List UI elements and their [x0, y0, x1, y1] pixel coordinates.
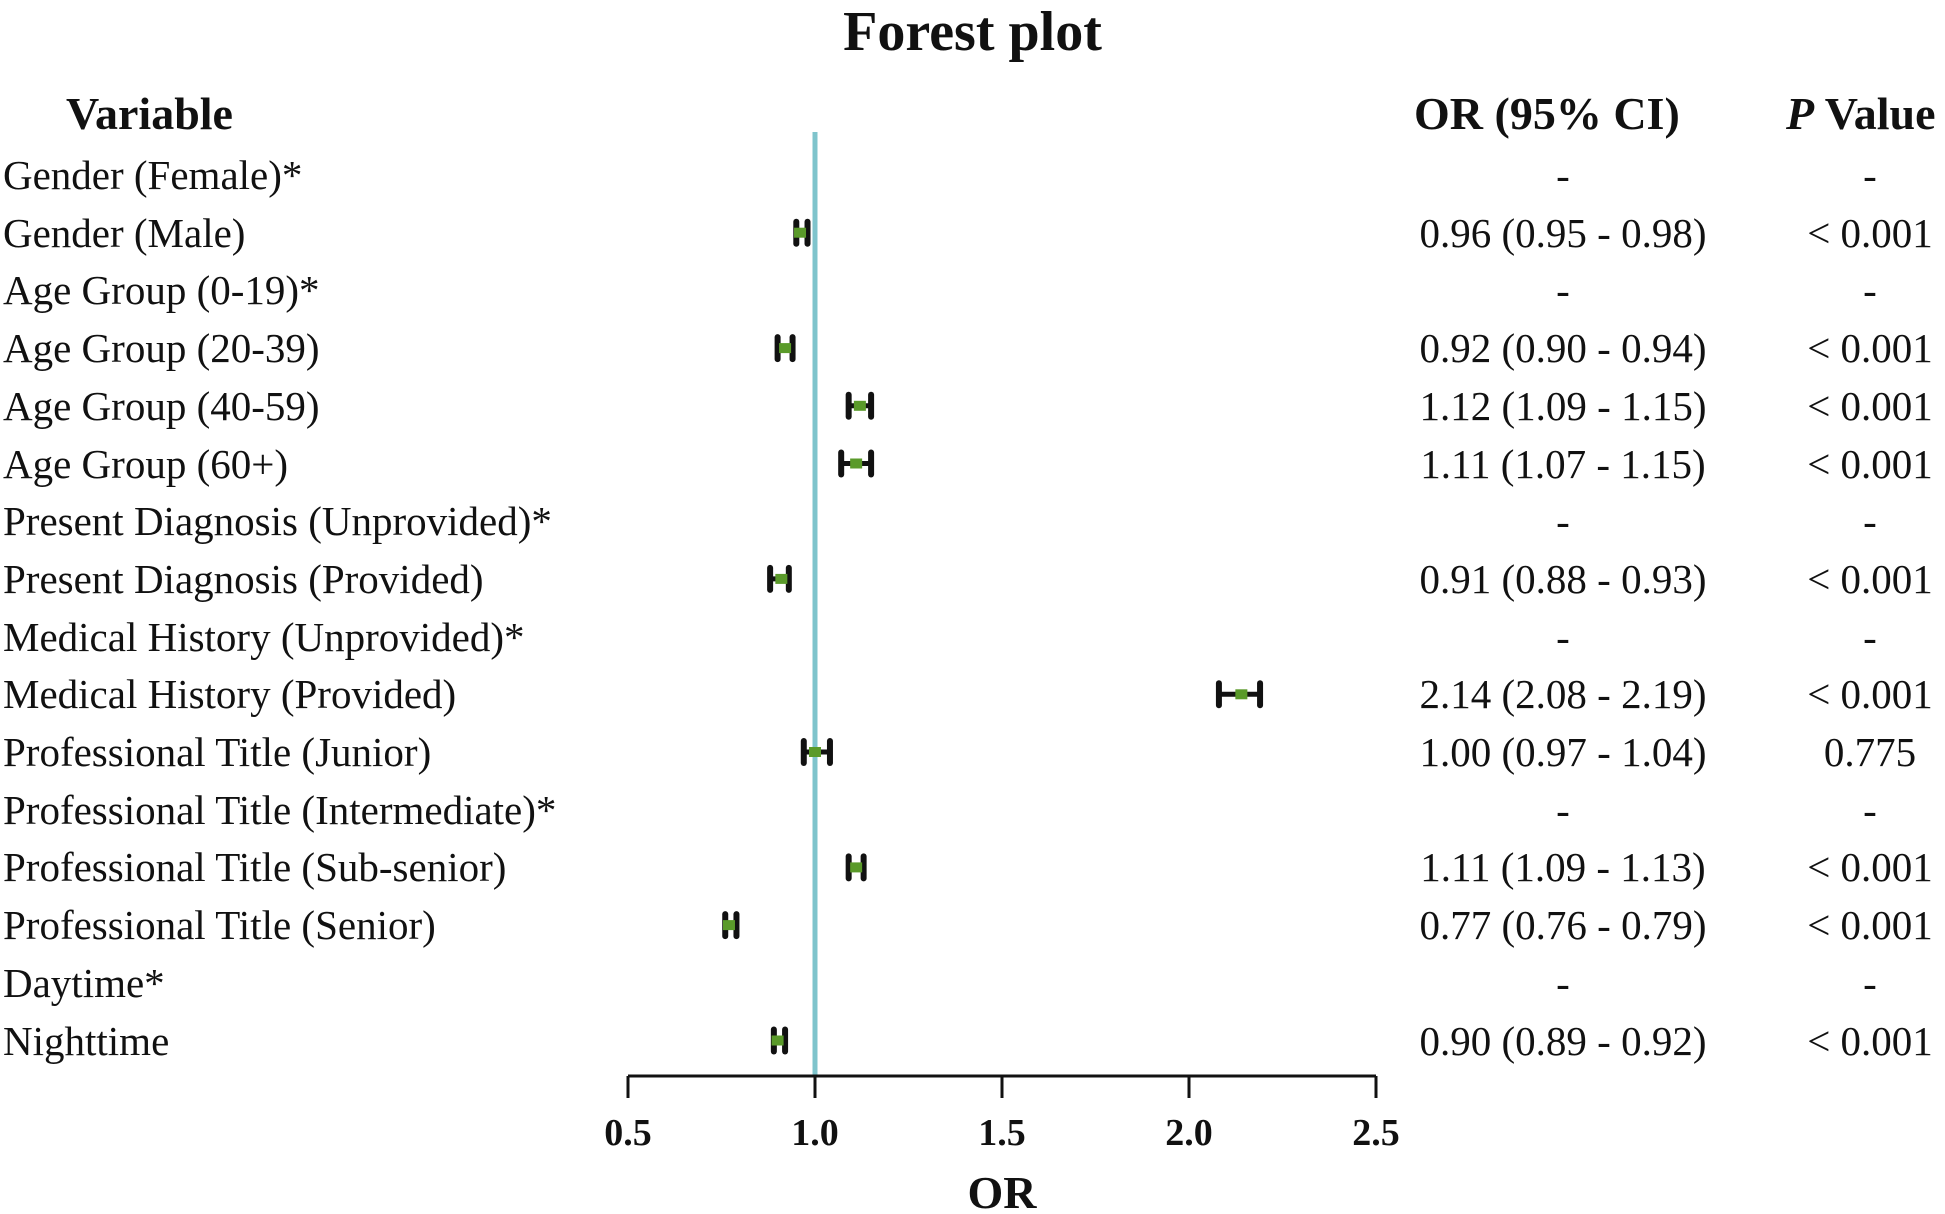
row-variable-label: Gender (Male) [3, 209, 246, 256]
row-or-ci: 1.11 (1.07 - 1.15) [1420, 440, 1706, 487]
row-or-ci: 0.92 (0.90 - 0.94) [1419, 325, 1707, 372]
row-variable-label: Gender (Female)* [3, 152, 303, 198]
header-p-italic: P [1786, 88, 1815, 139]
x-tick-label: 1.5 [978, 1112, 1026, 1154]
row-variable-label: Professional Title (Senior) [3, 902, 436, 949]
row-or-ci: 0.77 (0.76 - 0.79) [1419, 902, 1707, 949]
table-row: Nighttime 0.90 (0.89 - 0.92) < 0.001 [0, 1013, 1945, 1069]
row-or-ci: - [1556, 786, 1570, 833]
table-row: Professional Title (Sub-senior) 1.11 (1.0… [0, 839, 1945, 895]
row-variable-label: Age Group (0-19)* [3, 267, 320, 314]
row-p-value: - [1863, 613, 1877, 660]
table-row: Daytime* - - [0, 955, 1945, 1011]
header-or-ci: OR (95% CI) [1414, 88, 1680, 139]
header-variable: Variable [66, 88, 233, 139]
row-or-ci: 1.00 (0.97 - 1.04) [1419, 729, 1707, 775]
x-tick-label: 2.5 [1352, 1112, 1400, 1154]
table-row: Age Group (0-19)* - - [0, 262, 1945, 318]
x-axis-title: OR [968, 1167, 1038, 1214]
table-row: Professional Title (Junior) 1.00 (0.97 - … [0, 724, 1945, 780]
table-row: Gender (Female)* - - [0, 147, 1945, 203]
table-row: Gender (Male) 0.96 (0.95 - 0.98) < 0.001 [0, 205, 1945, 261]
x-tick-label: 0.5 [604, 1112, 652, 1154]
row-p-value: < 0.001 [1807, 325, 1933, 372]
row-or-ci: 1.11 (1.09 - 1.13) [1420, 844, 1706, 891]
table-row: Professional Title (Senior) 0.77 (0.76 - … [0, 897, 1945, 953]
table-row: Professional Title (Intermediate)* - - [0, 782, 1945, 838]
chart-title: Forest plot [843, 1, 1102, 63]
row-variable-label: Medical History (Unprovided)* [3, 613, 525, 660]
row-variable-label: Professional Title (Intermediate)* [3, 786, 557, 833]
row-p-value: < 0.001 [1807, 671, 1933, 718]
row-p-value: - [1863, 267, 1877, 314]
row-variable-label: Professional Title (Sub-senior) [3, 844, 507, 891]
table-row: Medical History (Unprovided)* - - [0, 609, 1945, 665]
row-variable-label: Age Group (40-59) [3, 382, 320, 429]
row-or-ci: 0.91 (0.88 - 0.93) [1419, 555, 1707, 602]
row-variable-label: Nighttime [3, 1017, 170, 1064]
table-row: Present Diagnosis (Provided) 0.91 (0.88 -… [0, 551, 1945, 607]
row-variable-label: Present Diagnosis (Provided) [3, 555, 484, 602]
row-or-ci: - [1556, 959, 1570, 1006]
row-p-value: 0.775 [1823, 729, 1917, 775]
row-p-value: < 0.001 [1807, 844, 1933, 891]
table-row: Medical History (Provided) 2.14 (2.08 - 2… [0, 666, 1945, 722]
row-or-ci: 1.12 (1.09 - 1.15) [1419, 382, 1707, 429]
row-p-value: < 0.001 [1807, 902, 1933, 949]
row-p-value: < 0.001 [1807, 1017, 1933, 1064]
row-or-ci: 2.14 (2.08 - 2.19) [1419, 671, 1707, 718]
table-row: Age Group (40-59) 1.12 (1.09 - 1.15) < 0.0… [0, 378, 1945, 434]
row-or-ci: - [1556, 267, 1570, 314]
x-tick-label: 1.0 [791, 1112, 839, 1154]
row-p-value: - [1863, 498, 1877, 545]
row-or-ci: - [1556, 613, 1570, 660]
row-variable-label: Age Group (60+) [3, 440, 288, 487]
row-p-value: < 0.001 [1807, 555, 1933, 602]
row-or-ci: 0.90 (0.89 - 0.92) [1419, 1017, 1707, 1064]
table-row: Present Diagnosis (Unprovided)* - - [0, 493, 1945, 549]
row-p-value: < 0.001 [1807, 209, 1933, 256]
x-tick-label: 2.0 [1165, 1112, 1213, 1154]
header-p-rest: Value [1814, 88, 1936, 139]
table-row: Age Group (60+) 1.11 (1.07 - 1.15) < 0.001 [0, 436, 1945, 492]
row-p-value: < 0.001 [1807, 440, 1933, 487]
row-variable-label: Age Group (20-39) [3, 325, 320, 372]
row-variable-label: Present Diagnosis (Unprovided)* [3, 498, 552, 545]
header-p-value: P Value [1786, 88, 1936, 140]
row-variable-label: Medical History (Provided) [3, 671, 457, 718]
row-or-ci: - [1556, 498, 1570, 545]
row-variable-label: Daytime* [3, 959, 165, 1006]
row-p-value: - [1863, 959, 1877, 1006]
row-variable-label: Professional Title (Junior) [3, 729, 432, 775]
row-or-ci: 0.96 (0.95 - 0.98) [1419, 209, 1707, 256]
row-p-value: - [1863, 152, 1877, 198]
row-or-ci: - [1556, 152, 1570, 198]
row-p-value: < 0.001 [1807, 382, 1933, 429]
table-row: Age Group (20-39) 0.92 (0.90 - 0.94) < 0.0… [0, 320, 1945, 376]
row-p-value: - [1863, 786, 1877, 833]
